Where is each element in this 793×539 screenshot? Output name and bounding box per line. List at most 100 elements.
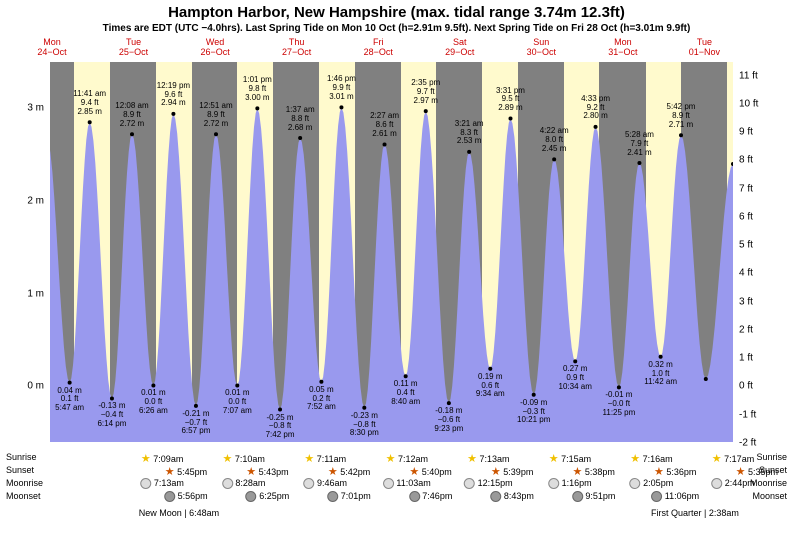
sunrise-time: ★ 7:09am (141, 452, 183, 465)
moonrise-time: 12:15pm (464, 478, 513, 489)
moonset-row: MoonsetMoonset 5:56pm 6:25pm 7:01pm 7:46… (0, 491, 793, 503)
tide-point (362, 406, 366, 410)
moonrise-time: 2:44pm (711, 478, 755, 489)
date-label: Tue25−Oct (114, 38, 154, 58)
moonset-time: 7:01pm (327, 491, 371, 502)
tide-point (424, 109, 428, 113)
high-tide-label: 1:46 pm9.9 ft3.01 m (327, 75, 356, 101)
sunset-time: ★ 5:45pm (165, 465, 207, 478)
y-axis-meters: 0 m1 m2 m3 m (0, 62, 48, 442)
tide-point (255, 106, 259, 110)
tide-point (508, 117, 512, 121)
y-tick-m: 0 m (27, 381, 44, 392)
moonrise-time: 11:03am (383, 478, 431, 489)
tide-point (532, 393, 536, 397)
y-axis-feet: -2 ft-1 ft0 ft1 ft2 ft3 ft4 ft5 ft6 ft7 … (735, 62, 793, 442)
sunset-time: ★ 5:36pm (654, 465, 696, 478)
sunrise-time: ★ 7:17am (712, 452, 754, 465)
moonset-time: 8:43pm (490, 491, 534, 502)
sunrise-time: ★ 7:13am (467, 452, 509, 465)
tide-point (130, 132, 134, 136)
y-tick-m: 2 m (27, 196, 44, 207)
date-label: Sun30−Oct (521, 38, 561, 58)
tide-point (339, 105, 343, 109)
tide-point (488, 367, 492, 371)
tide-point (617, 385, 621, 389)
y-tick-ft: 1 ft (739, 353, 753, 364)
low-tide-label: -0.21 m−0.7 ft6:57 pm (181, 410, 210, 436)
sunset-time: ★ 5:43pm (246, 465, 288, 478)
tide-point (110, 396, 114, 400)
moonrise-label-right: Moonrise (750, 478, 787, 488)
high-tide-label: 12:19 pm9.6 ft2.94 m (157, 82, 190, 108)
plot-area: 0.04 m0.1 ft5:47 am 11:41 am9.4 ft2.85 m -… (50, 62, 733, 442)
low-tide-label: -0.18 m−0.6 ft9:23 pm (434, 407, 463, 433)
sunrise-time: ★ 7:11am (304, 452, 346, 465)
y-tick-ft: 10 ft (739, 98, 758, 109)
high-tide-label: 12:08 am8.9 ft2.72 m (115, 102, 148, 128)
moonrise-time: 2:05pm (630, 478, 674, 489)
low-tide-label: 0.01 m0.0 ft7:07 am (223, 389, 252, 415)
moonset-label-right: Moonset (752, 491, 787, 501)
high-tide-label: 12:51 am8.9 ft2.72 m (199, 102, 232, 128)
sunrise-time: ★ 7:16am (630, 452, 672, 465)
moon-phase-label: New Moon | 6:48am (139, 508, 219, 518)
high-tide-label: 1:37 am8.8 ft2.68 m (286, 106, 315, 132)
low-tide-label: 0.32 m1.0 ft11:42 am (644, 361, 677, 387)
moon-phase-label: First Quarter | 2:38am (651, 508, 739, 518)
sunrise-time: ★ 7:15am (549, 452, 591, 465)
y-tick-ft: 4 ft (739, 268, 753, 279)
sunset-time: ★ 5:42pm (328, 465, 370, 478)
low-tide-label: 0.27 m0.9 ft10:34 am (559, 365, 592, 391)
low-tide-label: 0.01 m0.0 ft6:26 am (139, 389, 168, 415)
tide-point (68, 381, 72, 385)
low-tide-label: 0.11 m0.4 ft8:40 am (391, 380, 420, 406)
y-tick-ft: 3 ft (739, 296, 753, 307)
high-tide-label: 3:21 am8.3 ft2.53 m (455, 120, 484, 146)
tide-point (467, 150, 471, 154)
high-tide-label: 4:22 am8.0 ft2.45 m (540, 127, 569, 153)
sunrise-time: ★ 7:12am (386, 452, 428, 465)
moonrise-time: 9:46am (303, 478, 347, 489)
high-tide-label: 5:42 pm8.9 ft2.71 m (667, 103, 696, 129)
moonset-time: 7:46pm (409, 491, 453, 502)
low-tide-label: -0.09 m−0.3 ft10:21 pm (517, 399, 550, 425)
sunrise-row: SunriseSunrise★ 7:09am★ 7:10am★ 7:11am★ … (0, 452, 793, 464)
date-label: Sat29−Oct (440, 38, 480, 58)
sunrise-label-right: Sunrise (756, 452, 787, 462)
low-tide-label: 0.04 m0.1 ft5:47 am (55, 387, 84, 413)
tide-point (298, 136, 302, 140)
tide-point (171, 112, 175, 116)
moonrise-time: 1:16pm (548, 478, 592, 489)
high-tide-label: 3:31 pm9.5 ft2.89 m (496, 87, 525, 113)
tide-point (194, 404, 198, 408)
moonset-time: 11:06pm (651, 491, 699, 502)
low-tide-label: 0.19 m0.6 ft9:34 am (476, 373, 505, 399)
low-tide-label: -0.25 m−0.8 ft7:42 pm (266, 414, 295, 440)
low-tide-label: -0.23 m−0.8 ft8:30 pm (350, 412, 379, 438)
date-axis: Mon24−OctTue25−OctWed26−OctThu27−OctFri2… (50, 38, 733, 62)
y-tick-ft: 8 ft (739, 155, 753, 166)
y-tick-ft: 5 ft (739, 240, 753, 251)
y-tick-m: 3 m (27, 103, 44, 114)
low-tide-label: -0.01 m−0.0 ft11:25 pm (603, 391, 636, 417)
moonset-time: 6:25pm (246, 491, 290, 502)
chart-subtitle: Times are EDT (UTC −4.0hrs). Last Spring… (0, 21, 793, 34)
tide-point (151, 383, 155, 387)
tide-point (235, 383, 239, 387)
high-tide-label: 1:01 pm9.8 ft3.00 m (243, 76, 272, 102)
moonset-time: 9:51pm (572, 491, 616, 502)
tide-point (404, 374, 408, 378)
y-tick-ft: 9 ft (739, 127, 753, 138)
moonrise-time: 8:28am (222, 478, 266, 489)
high-tide-label: 2:35 pm9.7 ft2.97 m (411, 79, 440, 105)
tide-point (88, 120, 92, 124)
sunrise-label-left: Sunrise (6, 452, 37, 462)
sunset-row: SunsetSunset★ 5:45pm★ 5:43pm★ 5:42pm★ 5:… (0, 465, 793, 477)
high-tide-label: 2:27 am8.6 ft2.61 m (370, 112, 399, 138)
high-tide-label: 11:41 am9.4 ft2.85 m (73, 90, 106, 116)
low-tide-label: 0.05 m0.2 ft7:52 am (307, 386, 336, 412)
tide-point (573, 359, 577, 363)
date-label: Fri28−Oct (358, 38, 398, 58)
tide-point (594, 125, 598, 129)
